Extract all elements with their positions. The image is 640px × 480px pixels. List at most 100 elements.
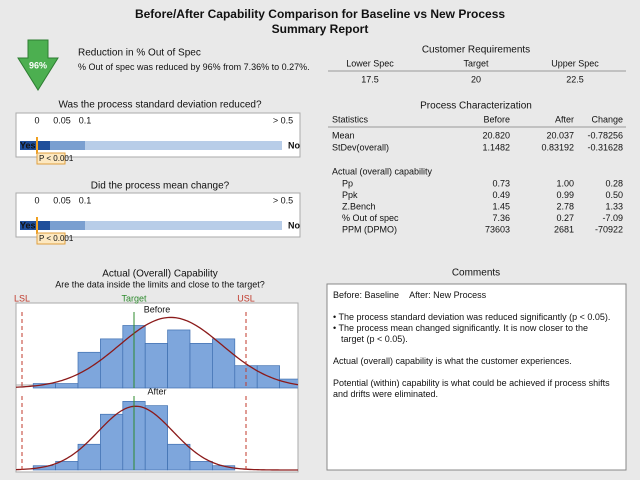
hist-bar [167,443,191,471]
panel-title: After [147,386,166,396]
hist-bar [189,461,213,471]
p-value: P < 0.001 [39,154,74,163]
comments-panel [326,283,627,471]
table-cell: -0.78256 [587,130,623,140]
table-cell: 2.78 [556,201,574,211]
table-header: After [555,114,574,124]
tick-label: 0.1 [79,195,92,205]
spec-label: LSL [14,293,30,303]
panel-title: Before [144,304,171,314]
yes: Yes [20,220,36,230]
table-cell: -70922 [595,224,623,234]
table-cell: 2681 [554,224,574,234]
cap-subtitle: Are the data inside the limits and close… [55,279,265,289]
tick-label: 0.05 [53,115,71,125]
yes: Yes [20,140,36,150]
table-cell: 0.73 [492,178,510,188]
p-value: P < 0.001 [39,234,74,243]
bar-dark [20,221,50,230]
table-cell: -7.09 [602,213,623,223]
bar-dark [20,141,50,150]
req-header: Target [463,58,489,68]
hist-bar [167,329,191,389]
table-cell: 1.45 [492,201,510,211]
comment: Actual (overall) capability is what the … [333,356,572,366]
req-header: Lower Spec [346,58,394,68]
question: Did the process mean change? [91,181,230,192]
tick-label: 0 [34,115,39,125]
table-cell: 1.00 [556,178,574,188]
table-cell: 1.33 [605,201,623,211]
section-label: Actual (overall) capability [332,166,433,176]
bar-mid [50,141,85,150]
table-cell: -0.31628 [587,142,623,152]
table-header: Change [591,114,623,124]
tick-label: > 0.5 [273,115,293,125]
tick-label: 0 [34,195,39,205]
normal-curve [16,405,298,471]
no: No [288,140,300,150]
req-header: Upper Spec [551,58,599,68]
hist-bar [55,383,79,389]
table-cell: Z.Bench [342,201,376,211]
req-value: 17.5 [361,74,379,84]
table-cell: Pp [342,178,353,188]
hist-bar [144,342,168,389]
comment: Potential (within) capability is what co… [333,378,610,399]
table-cell: 73603 [485,224,510,234]
table-cell: 0.83192 [541,142,574,152]
tick-label: > 0.5 [273,195,293,205]
table-cell: Mean [332,130,355,140]
table-cell: 20.820 [482,130,510,140]
comments-title: Comments [452,268,500,279]
p-box [36,232,66,245]
bar-light [85,221,282,230]
tick-label: 0.1 [79,115,92,125]
table-cell: PPM (DPMO) [342,224,397,234]
bullet: The process standard deviation was reduc… [338,312,611,322]
hist-bar [144,405,168,471]
req-title: Customer Requirements [422,45,530,56]
table-cell: 0.99 [556,190,574,200]
hist-bar [100,413,124,471]
hist-bar [100,338,124,389]
question: Was the process standard deviation reduc… [58,100,262,111]
p-box [36,152,66,165]
table-cell: % Out of spec [342,213,399,223]
pc-title: Process Characterization [420,101,532,112]
table-cell: 20.037 [546,130,574,140]
hist-bar [189,342,213,389]
reduction-title: Reduction in % Out of Spec [78,48,201,59]
spec-label: Target [121,293,147,303]
title: Before/After Capability Comparison for B… [135,7,505,21]
spec-label: USL [237,293,255,303]
table-cell: 7.36 [492,213,510,223]
bar-mid [50,221,85,230]
bullets: • The process standard deviation was red… [333,312,611,344]
tick-label: 0.05 [53,195,71,205]
hist-bar [77,351,101,389]
comments-body: Before: Baseline After: New Process • Th… [333,290,613,411]
no: No [288,220,300,230]
bar-light [85,141,282,150]
table-cell: StDev(overall) [332,142,389,152]
reduction-text: % Out of spec was reduced by 96% from 7.… [78,62,310,72]
req-value: 20 [471,74,481,84]
table-header: Before [483,114,510,124]
subtitle: Summary Report [272,22,369,36]
comment: Before: Baseline [333,290,400,300]
table-cell: 1.1482 [482,142,510,152]
bullet: The process mean changed significantly. … [338,323,588,344]
badge: 96% [29,60,47,70]
arrow-icon [17,39,59,91]
cap-title: Actual (Overall) Capability [102,269,218,280]
normal-curve [16,316,298,388]
req-value: 22.5 [566,74,584,84]
table-cell: 0.27 [556,213,574,223]
table-cell: 0.50 [605,190,623,200]
table-cell: 0.49 [492,190,510,200]
table-cell: Ppk [342,190,358,200]
table-header: Statistics [332,114,369,124]
